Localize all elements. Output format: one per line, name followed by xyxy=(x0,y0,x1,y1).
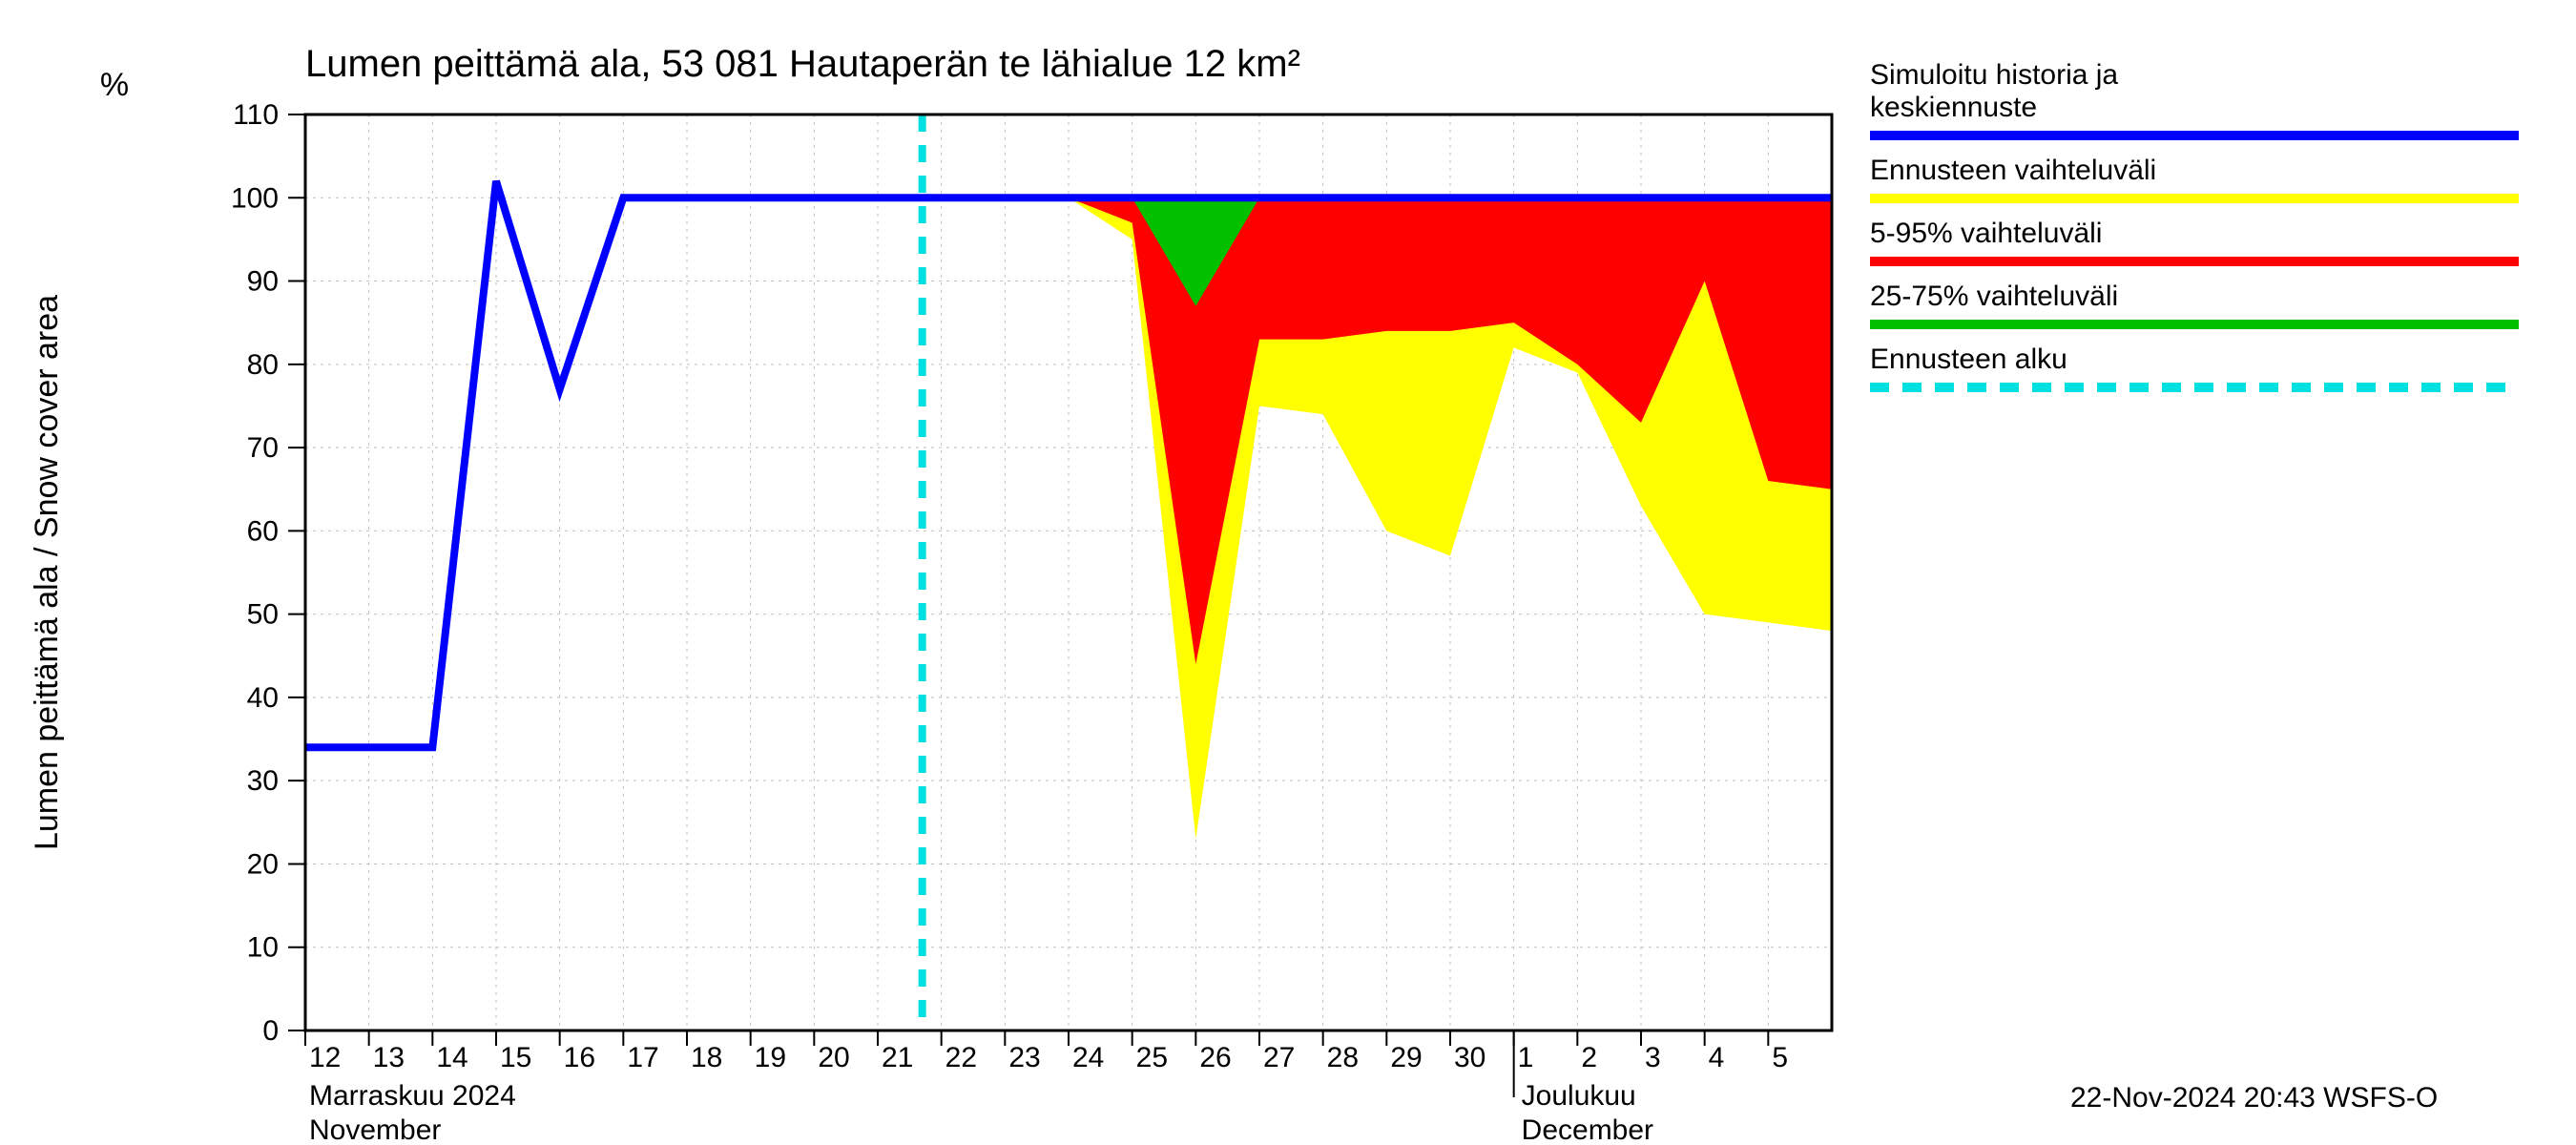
ytick-label: 30 xyxy=(247,765,279,797)
month1-fi: Marraskuu 2024 xyxy=(309,1080,516,1112)
ytick-label: 20 xyxy=(247,848,279,880)
xtick-label: 14 xyxy=(436,1042,467,1073)
ytick-label: 10 xyxy=(247,932,279,964)
ytick-label: 0 xyxy=(262,1015,279,1047)
xtick-label: 23 xyxy=(1008,1042,1040,1073)
xtick-label: 13 xyxy=(373,1042,405,1073)
xtick-label: 17 xyxy=(627,1042,658,1073)
xtick-label: 12 xyxy=(309,1042,341,1073)
xtick-label: 4 xyxy=(1709,1042,1725,1073)
xtick-label: 29 xyxy=(1390,1042,1422,1073)
xtick-label: 28 xyxy=(1327,1042,1359,1073)
xtick-label: 22 xyxy=(945,1042,977,1073)
xtick-label: 20 xyxy=(818,1042,849,1073)
month1-en: November xyxy=(309,1114,441,1145)
legend-label: 25-75% vaihteluväli xyxy=(1870,281,2118,312)
snow-cover-chart: 0102030405060708090100110121314151617181… xyxy=(0,0,2576,1145)
xtick-label: 5 xyxy=(1772,1042,1788,1073)
ytick-label: 70 xyxy=(247,432,279,464)
legend-label: keskiennuste xyxy=(1870,92,2037,123)
legend-label: Ennusteen vaihteluväli xyxy=(1870,155,2156,186)
xtick-label: 18 xyxy=(691,1042,722,1073)
ytick-label: 50 xyxy=(247,599,279,631)
xtick-label: 26 xyxy=(1199,1042,1231,1073)
xtick-label: 25 xyxy=(1136,1042,1168,1073)
y-axis-label: Lumen peittämä ala / Snow cover area xyxy=(29,295,65,850)
legend-label: Simuloitu historia ja xyxy=(1870,59,2118,91)
legend-label: Ennusteen alku xyxy=(1870,344,2067,375)
xtick-label: 21 xyxy=(882,1042,913,1073)
ytick-label: 100 xyxy=(231,182,279,214)
xtick-label: 24 xyxy=(1072,1042,1104,1073)
ytick-label: 40 xyxy=(247,682,279,714)
month2-en: December xyxy=(1522,1114,1653,1145)
ytick-label: 60 xyxy=(247,515,279,547)
xtick-label: 27 xyxy=(1263,1042,1295,1073)
ytick-label: 110 xyxy=(233,99,279,131)
xtick-label: 30 xyxy=(1454,1042,1485,1073)
ytick-label: 90 xyxy=(247,266,279,298)
xtick-label: 1 xyxy=(1518,1042,1534,1073)
chart-title: Lumen peittämä ala, 53 081 Hautaperän te… xyxy=(305,43,1300,85)
xtick-label: 15 xyxy=(500,1042,531,1073)
xtick-label: 2 xyxy=(1581,1042,1597,1073)
legend-label: 5-95% vaihteluväli xyxy=(1870,218,2102,249)
xtick-label: 19 xyxy=(755,1042,786,1073)
chart-footer: 22-Nov-2024 20:43 WSFS-O xyxy=(2070,1082,2438,1114)
xtick-label: 3 xyxy=(1645,1042,1661,1073)
y-axis-unit: % xyxy=(100,67,129,103)
ytick-label: 80 xyxy=(247,349,279,381)
month2-fi: Joulukuu xyxy=(1522,1080,1636,1112)
xtick-label: 16 xyxy=(564,1042,595,1073)
chart-bg xyxy=(0,0,2576,1145)
